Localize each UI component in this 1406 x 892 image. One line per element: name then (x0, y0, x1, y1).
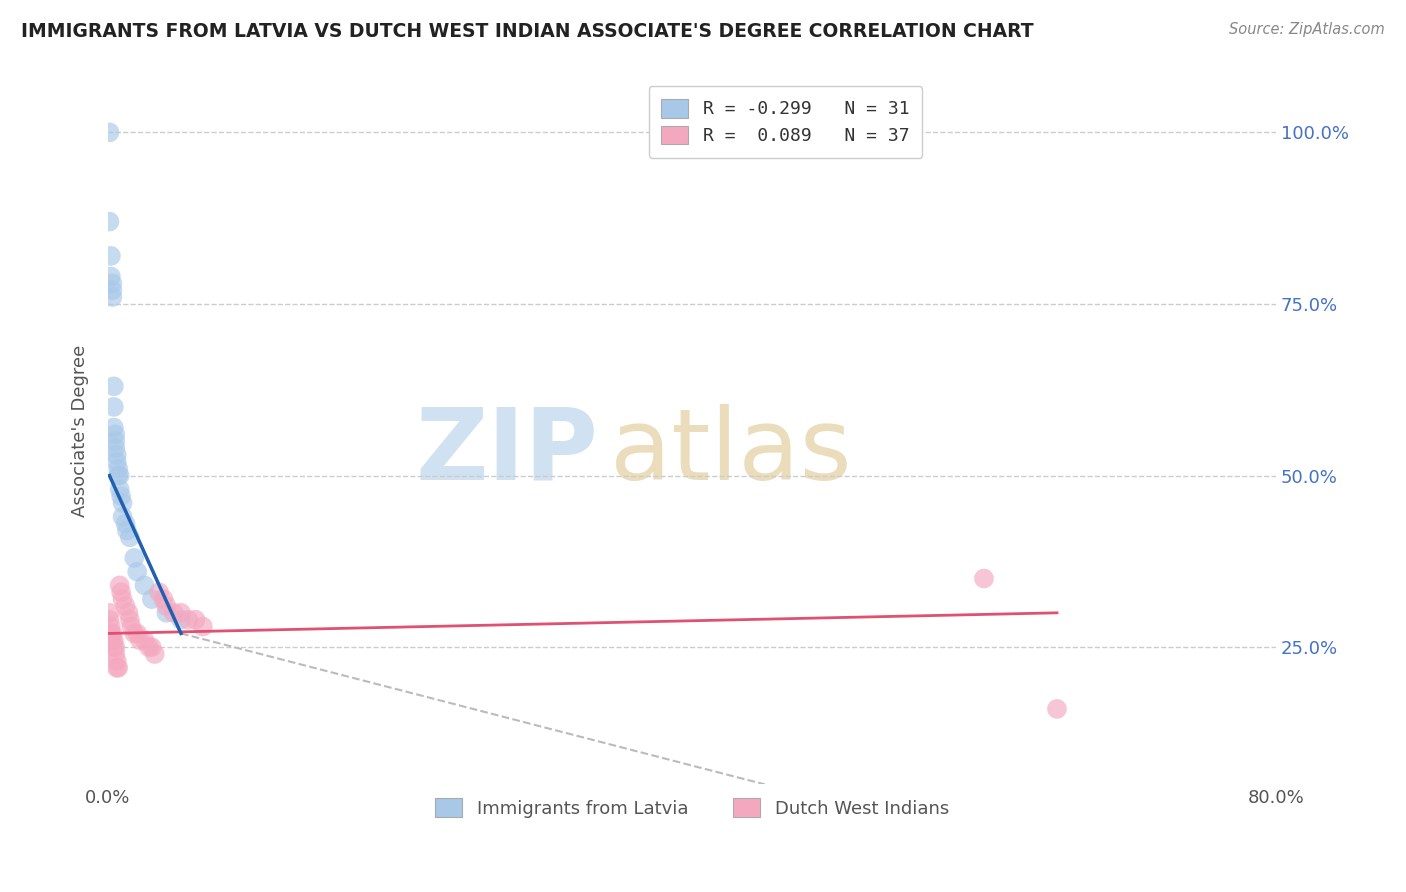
Point (103, 379, 125, 393)
Point (104, 441, 127, 455)
Point (100, 619, 122, 633)
Point (103, 400, 125, 414)
Y-axis label: Associate's Degree: Associate's Degree (72, 345, 89, 517)
Point (105, 661, 128, 675)
Point (152, 592, 174, 607)
Point (155, 606, 177, 620)
Point (103, 640, 125, 655)
Point (104, 640, 127, 655)
Point (118, 530, 141, 544)
Point (127, 565, 149, 579)
Point (107, 661, 129, 675)
Point (101, 283, 124, 297)
Point (100, 269, 122, 284)
Point (98, 125, 121, 139)
Point (105, 654, 128, 668)
Point (138, 640, 160, 655)
Point (141, 640, 163, 655)
Point (98, 606, 121, 620)
Text: IMMIGRANTS FROM LATVIA VS DUTCH WEST INDIAN ASSOCIATE'S DEGREE CORRELATION CHART: IMMIGRANTS FROM LATVIA VS DUTCH WEST IND… (21, 22, 1033, 41)
Point (104, 427, 127, 442)
Point (110, 585, 132, 599)
Point (111, 509, 134, 524)
Point (134, 633, 156, 648)
Point (104, 434, 127, 449)
Point (107, 461, 129, 475)
Text: ZIP: ZIP (416, 404, 599, 500)
Point (101, 633, 124, 648)
Point (114, 599, 136, 613)
Point (155, 599, 177, 613)
Text: Source: ZipAtlas.com: Source: ZipAtlas.com (1229, 22, 1385, 37)
Point (108, 483, 131, 497)
Point (1046, 702, 1069, 716)
Point (127, 626, 149, 640)
Point (105, 448, 128, 462)
Point (108, 578, 131, 592)
Point (107, 468, 129, 483)
Point (143, 647, 166, 661)
Point (148, 585, 170, 599)
Point (115, 524, 138, 538)
Point (105, 455, 128, 469)
Point (134, 578, 156, 592)
Point (98, 613, 121, 627)
Point (191, 619, 214, 633)
Point (98, 214, 121, 228)
Point (122, 550, 145, 565)
Point (973, 572, 995, 586)
Point (111, 496, 134, 510)
Point (108, 468, 131, 483)
Point (100, 626, 122, 640)
Point (101, 290, 124, 304)
Point (110, 489, 132, 503)
Point (184, 613, 207, 627)
Point (129, 633, 152, 648)
Point (120, 619, 142, 633)
Point (141, 592, 163, 607)
Point (101, 626, 124, 640)
Point (100, 249, 122, 263)
Point (114, 516, 136, 531)
Legend: Immigrants from Latvia, Dutch West Indians: Immigrants from Latvia, Dutch West India… (427, 791, 956, 825)
Point (122, 626, 145, 640)
Point (101, 277, 124, 291)
Point (177, 613, 200, 627)
Point (117, 606, 139, 620)
Point (118, 613, 141, 627)
Point (103, 420, 125, 434)
Point (163, 606, 186, 620)
Point (170, 613, 193, 627)
Text: atlas: atlas (610, 404, 852, 500)
Point (170, 606, 193, 620)
Point (104, 647, 127, 661)
Point (103, 633, 125, 648)
Point (111, 592, 134, 607)
